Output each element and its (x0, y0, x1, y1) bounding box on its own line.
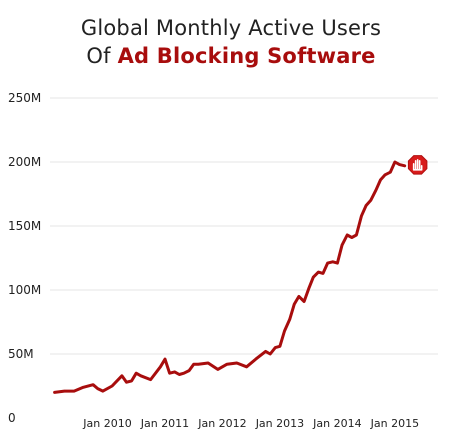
y-tick-label: 50M (8, 347, 34, 361)
y-tick-label: 0 (8, 411, 16, 425)
title-highlight: Ad Blocking Software (117, 44, 376, 68)
x-axis-ticks: Jan 2010 Jan 2011 Jan 2012 Jan 2013 Jan 2014… (82, 417, 419, 430)
x-tick-label: Jan 2012 (197, 417, 246, 430)
x-tick-label: Jan 2015 (370, 417, 419, 430)
stop-hand-icon (407, 155, 428, 175)
series-line (53, 160, 407, 394)
hand-glyph (412, 159, 423, 171)
x-tick-label: Jan 2011 (140, 417, 189, 430)
y-tick-label: 100M (8, 283, 41, 297)
x-tick-label: Jan 2014 (312, 417, 361, 430)
x-tick-label: Jan 2013 (255, 417, 304, 430)
y-tick-label: 250M (8, 91, 41, 105)
y-tick-label: 150M (8, 219, 41, 233)
grid-lines (50, 97, 438, 355)
y-axis-ticks: 0 50M 100M 150M 200M 250M (8, 91, 41, 425)
title-line-2: Of Ad Blocking Software (0, 42, 462, 70)
title-line-1: Global Monthly Active Users (80, 16, 382, 40)
chart-title: Global Monthly Active Users Of Ad Blocki… (0, 14, 462, 70)
x-tick-label: Jan 2010 (82, 417, 131, 430)
title-prefix: Of (86, 44, 118, 68)
y-tick-label: 200M (8, 155, 41, 169)
